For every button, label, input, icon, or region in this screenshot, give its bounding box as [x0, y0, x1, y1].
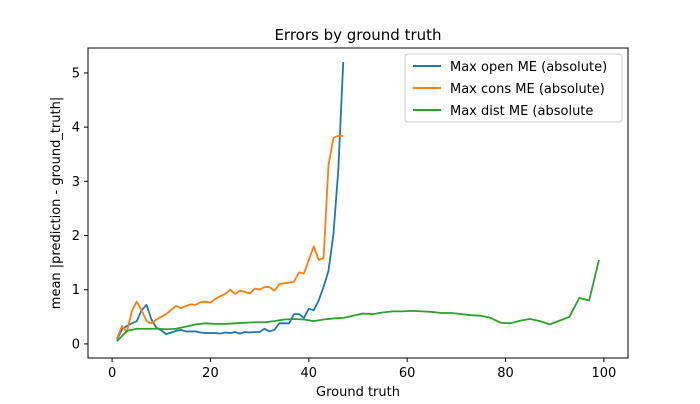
x-axis-label: Ground truth: [316, 385, 400, 400]
legend-label-open: Max open ME (absolute): [450, 60, 607, 75]
series-line-cons: [116, 134, 344, 339]
x-tick-label: 0: [108, 366, 116, 381]
y-tick-label: 1: [72, 283, 80, 298]
y-tick-label: 5: [72, 66, 80, 81]
y-tick-label: 2: [72, 229, 80, 244]
legend: Max open ME (absolute) Max cons ME (abso…: [404, 53, 623, 123]
series-line-dist: [116, 259, 600, 342]
x-tick-label: 20: [202, 366, 219, 381]
y-tick-label: 0: [72, 337, 80, 352]
series-layer: [116, 62, 600, 342]
plot-frame: [87, 47, 629, 359]
x-tick-label: 40: [301, 366, 318, 381]
legend-box: [404, 53, 623, 123]
x-tick-label: 80: [497, 366, 514, 381]
legend-label-dist: Max dist ME (absolute: [450, 104, 593, 119]
y-tick-label: 3: [72, 175, 80, 190]
x-tick-label: 100: [591, 366, 616, 381]
y-tick-label: 4: [72, 121, 80, 136]
y-axis-label: mean |prediction - ground_truth|: [49, 97, 64, 309]
axis-layer: 0 20 40 60 80 100 0 1 2 3 4 5: [72, 66, 617, 381]
chart-title: Errors by ground truth: [274, 26, 441, 44]
x-tick-label: 60: [399, 366, 416, 381]
series-line-open: [116, 62, 345, 340]
legend-label-cons: Max cons ME (absolute): [450, 82, 605, 97]
